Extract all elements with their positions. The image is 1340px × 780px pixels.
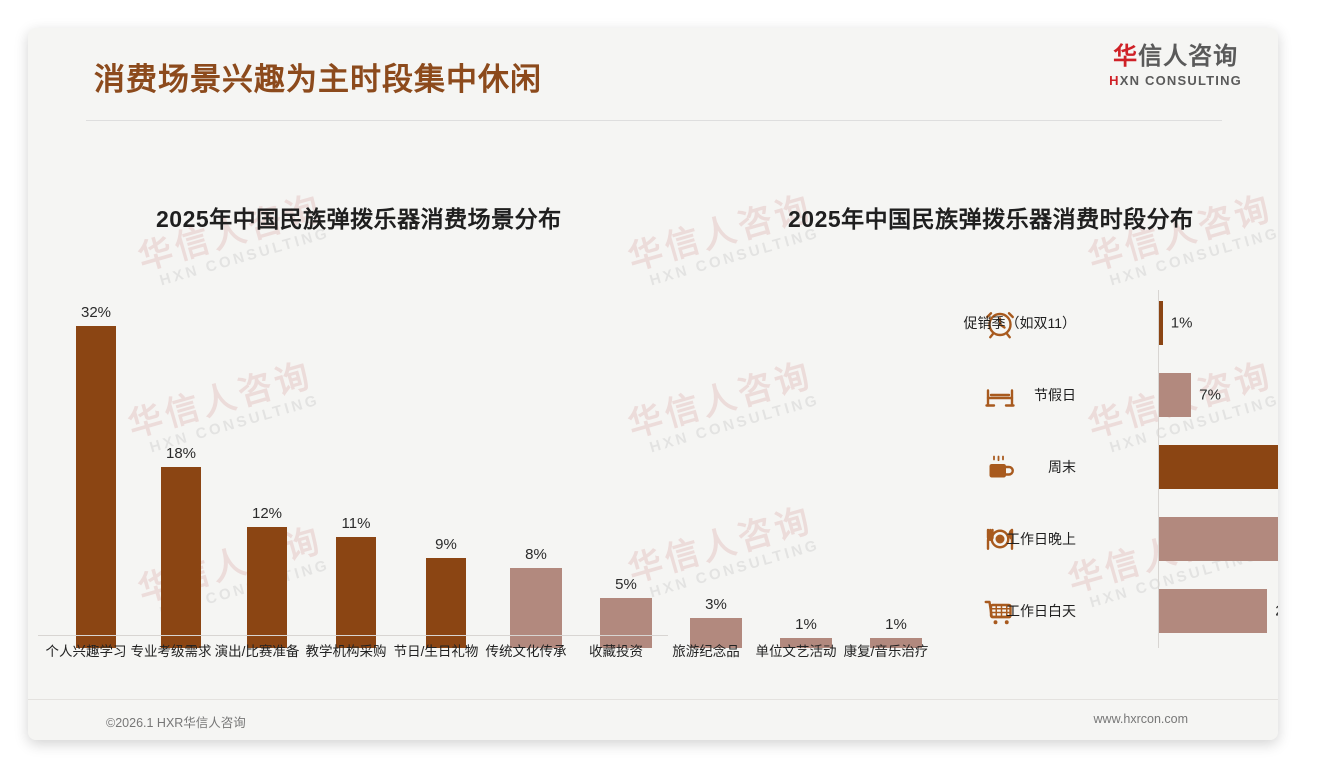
logo-cn-rest: 信人咨询 [1138, 43, 1239, 70]
bar-value-label: 12% [251, 505, 283, 523]
bar [76, 326, 116, 648]
bar-category-label: 节日/生日礼物 [393, 644, 479, 659]
bar-value-label: 1% [885, 615, 907, 633]
slide-header: 消费场景兴趣为主时段集中休闲 华信人咨询 HXN CONSULTING [28, 28, 1278, 120]
watermark-en: HXN CONSULTING [647, 224, 822, 290]
bar-column: 5% [600, 283, 652, 648]
logo-cn-accent: 华 [1113, 43, 1139, 70]
bar-value-label: 8% [525, 545, 547, 563]
bar-category-label: 专业考级需求 [130, 644, 212, 659]
bar-category-label: 康复/音乐治疗 [843, 644, 929, 659]
slide-canvas: 华信人咨询 HXN CONSULTING 华信人咨询 HXN CONSULTIN… [28, 28, 1278, 740]
logo-chinese: 华信人咨询 [1109, 43, 1242, 70]
left-chart-title: 2025年中国民族弹拨乐器消费场景分布 [156, 206, 562, 232]
bar-column: 11% [336, 283, 376, 648]
timeslot-category-label: 工作日晚上 [1006, 531, 1076, 547]
coffee-cup-icon [982, 449, 1018, 485]
bar-column: 8% [510, 283, 562, 648]
bar [336, 537, 376, 648]
bar [780, 637, 832, 648]
bar [247, 527, 287, 648]
logo-en-accent: H [1109, 73, 1120, 89]
bar-value-label: 3% [705, 595, 727, 613]
logo-english: HXN CONSULTING [1109, 73, 1242, 90]
bar-value-label: 7% [1199, 386, 1221, 404]
bar-column: 9% [426, 283, 466, 648]
page-title: 消费场景兴趣为主时段集中休闲 [94, 62, 542, 97]
dinner-plate-icon [982, 521, 1018, 557]
bar-value-label: 1% [795, 615, 817, 633]
bar [600, 597, 652, 648]
bar-column: 32% [76, 283, 116, 648]
bar-value-label: 5% [615, 575, 637, 593]
copyright-text: ©2026.1 HXR华信人咨询 [106, 716, 246, 730]
alarm-clock-icon [982, 305, 1018, 341]
bar [1158, 445, 1278, 489]
bar-column: 1% [780, 283, 832, 648]
bar-category-label: 演出/比赛准备 [214, 644, 300, 659]
bar-category-label: 传统文化传承 [485, 644, 567, 659]
bar [1158, 373, 1192, 417]
timeslot-row: 工作日白天 23% [968, 578, 1278, 644]
bar [1158, 517, 1278, 561]
bar-value-label: 18% [165, 444, 197, 462]
bar-column: 12% [247, 283, 287, 648]
bar-value-label: 32% [80, 304, 112, 322]
bar [870, 637, 922, 648]
bar-column: 1% [870, 283, 922, 648]
website-text: www.hxrcon.com [1093, 712, 1188, 726]
timeslot-row: 节假日 7% [968, 362, 1268, 428]
bar [690, 617, 742, 648]
bar [1158, 589, 1268, 633]
right-chart-title: 2025年中国民族弹拨乐器消费时段分布 [788, 206, 1194, 232]
timeslot-category-label: 节假日 [1034, 387, 1076, 403]
company-logo: 华信人咨询 HXN CONSULTING [1109, 43, 1242, 90]
timeslot-row: 工作日晚上31% [968, 506, 1278, 572]
shopping-cart-icon [982, 593, 1018, 629]
timeslot-category-label: 工作日白天 [1006, 603, 1076, 619]
bed-icon [982, 377, 1018, 413]
logo-en-rest: XN CONSULTING [1119, 73, 1242, 89]
right-chart-axis [1158, 290, 1159, 648]
bar [1158, 301, 1163, 345]
bar-column: 18% [161, 283, 201, 648]
bar [510, 567, 562, 648]
bar-category-label: 个人兴趣学习 [45, 644, 127, 659]
header-divider [86, 120, 1222, 121]
bar-category-label: 收藏投资 [589, 644, 643, 659]
bar-value-label: 23% [1275, 603, 1278, 620]
bar [161, 466, 201, 648]
bar-value-label: 9% [435, 535, 457, 553]
bar-value-label: 1% [1170, 314, 1193, 332]
timeslot-category-label: 周末 [1048, 459, 1076, 475]
timeslot-row: 周末38% [968, 434, 1278, 500]
consumption-scenario-bar-chart: 32% 18% 12% 11% 9% 8% 5% 3% 1% 1% [38, 283, 922, 648]
left-chart-baseline [38, 635, 668, 636]
bar-value-label: 11% [341, 515, 371, 533]
bar-column: 3% [690, 283, 742, 648]
timeslot-category-label: 促销季（如双11） [963, 315, 1076, 331]
consumption-timeslot-bar-chart: 促销季（如双11） 1% 节假日 7% 周末38%工作日晚上31% 工作日白天 23% [963, 290, 1278, 650]
bar [426, 557, 466, 648]
slide-footer: ©2026.1 HXR华信人咨询 www.hxrcon.com [28, 699, 1278, 740]
bar-category-label: 旅游纪念品 [672, 644, 740, 659]
timeslot-row: 促销季（如双11） 1% [963, 290, 1268, 356]
bar-category-label: 单位文艺活动 [755, 644, 837, 659]
watermark-en: HXN CONSULTING [157, 224, 332, 290]
bar-category-label: 教学机构采购 [305, 644, 387, 659]
watermark-en: HXN CONSULTING [1107, 224, 1278, 290]
